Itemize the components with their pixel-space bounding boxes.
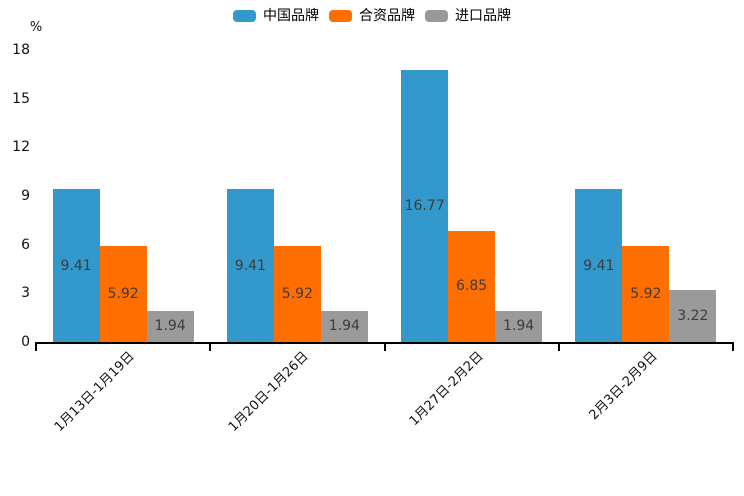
bar-series-2: 5.92 (99, 245, 147, 342)
bar-value-label: 5.92 (630, 285, 662, 302)
chart-legend: 中国品牌 合资品牌 进口品牌 (0, 8, 744, 24)
legend-item-import-brand[interactable]: 进口品牌 (425, 8, 511, 24)
bar-value-label: 9.41 (583, 257, 615, 274)
bar-series-3: 1.94 (320, 310, 368, 342)
x-axis-category-label: 2月3日-2月9日 (586, 349, 661, 424)
bar-series-2: 5.92 (273, 245, 321, 342)
legend-swatch-joint-venture-brand (329, 10, 352, 22)
bar-value-label: 1.94 (328, 318, 360, 335)
legend-item-china-brand[interactable]: 中国品牌 (233, 8, 319, 24)
bar-series-1: 16.77 (401, 69, 449, 342)
bar-series-3: 3.22 (669, 289, 717, 342)
legend-label: 合资品牌 (359, 8, 415, 24)
bar-value-label: 1.94 (503, 318, 535, 335)
bar-value-label: 5.92 (107, 285, 139, 302)
legend-label: 进口品牌 (455, 8, 511, 24)
legend-label: 中国品牌 (263, 8, 319, 24)
bar-value-label: 5.92 (281, 285, 313, 302)
x-axis-tick (35, 342, 37, 351)
bar-series-3: 1.94 (146, 310, 194, 342)
bar-value-label: 9.41 (60, 257, 92, 274)
bar-series-3: 1.94 (495, 310, 543, 342)
bar-series-2: 5.92 (622, 245, 670, 342)
y-axis-tick-label: 3 (21, 285, 30, 302)
x-axis-tick (383, 342, 386, 351)
legend-swatch-china-brand (233, 10, 256, 22)
y-axis-tick-label: 12 (12, 139, 30, 156)
bar-series-1: 9.41 (575, 189, 623, 342)
y-axis-tick-label: 9 (21, 188, 30, 204)
y-axis-tick-label: 0 (21, 334, 30, 350)
bar-value-label: 6.85 (456, 278, 488, 295)
x-axis-tick (209, 342, 212, 351)
bar-value-label: 16.77 (404, 197, 445, 214)
bar-series-1: 9.41 (52, 189, 100, 342)
y-axis-tick-label: 15 (12, 90, 30, 107)
bar-series-2: 6.85 (448, 230, 496, 342)
y-axis-tick-label: 6 (21, 236, 30, 253)
bar-value-label: 9.41 (234, 257, 266, 274)
x-axis-tick (732, 342, 734, 351)
y-axis-tick-label: 18 (12, 42, 30, 58)
bar-value-label: 3.22 (677, 307, 709, 324)
x-axis-category-label: 1月27日-2月2日 (406, 349, 487, 429)
y-axis-unit-label: % (29, 20, 43, 35)
x-axis-tick (557, 342, 560, 351)
bar-value-label: 1.94 (154, 318, 186, 335)
x-axis-category-label: 1月13日-1月19日 (51, 349, 138, 435)
bar-series-1: 9.41 (226, 189, 274, 342)
legend-item-joint-venture-brand[interactable]: 合资品牌 (329, 8, 415, 24)
x-axis-category-label: 1月20日-1月26日 (226, 349, 312, 435)
legend-swatch-import-brand (425, 10, 448, 22)
